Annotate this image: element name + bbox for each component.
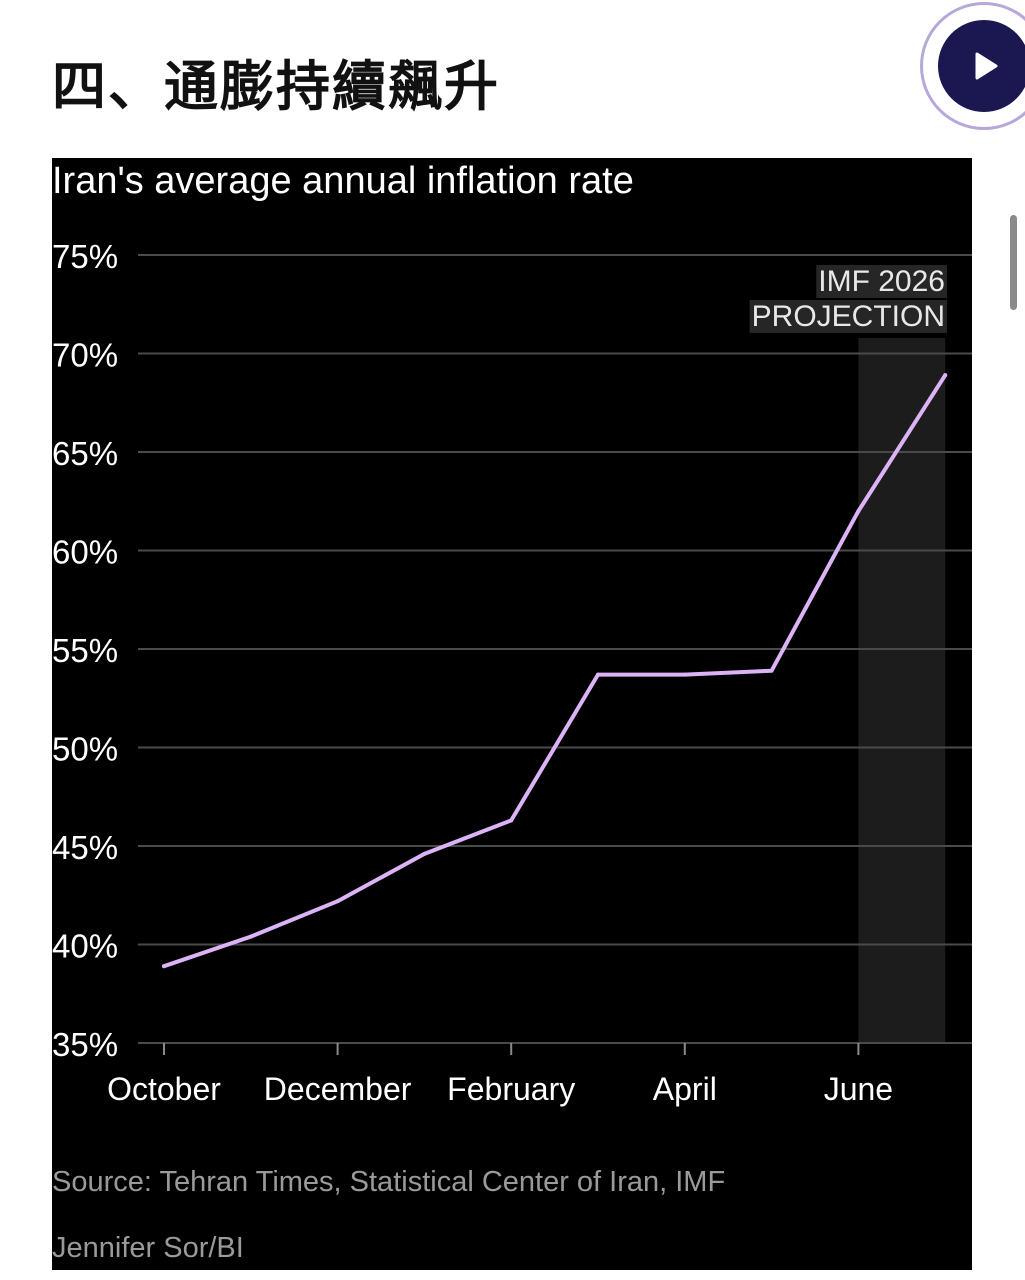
data-point	[248, 934, 253, 939]
source-note: Source: Tehran Times, Statistical Center…	[52, 1166, 726, 1198]
data-point	[596, 672, 600, 677]
data-point	[943, 373, 948, 378]
data-point	[856, 509, 861, 514]
projection-annotation-backing	[816, 265, 947, 298]
x-tick-label: December	[264, 1071, 412, 1107]
y-tick-label: 35%	[52, 1026, 118, 1063]
chart-title: Iran's average annual inflation rate	[52, 160, 634, 202]
x-tick-label: June	[824, 1071, 893, 1107]
play-icon	[975, 52, 998, 80]
chart-card: 35% 40% 45% 50% 55% 60% 65% 70% 75% October Decem…	[52, 158, 972, 1270]
y-tick-label: 65%	[52, 435, 118, 472]
scrollbar[interactable]	[1010, 215, 1017, 310]
data-point	[162, 964, 166, 969]
x-tick-label: April	[653, 1071, 717, 1107]
projection-annotation-backing	[749, 300, 947, 333]
projection-annotation-line: PROJECTION	[752, 300, 945, 333]
play-button[interactable]	[920, 2, 1025, 130]
y-tick-label: 40%	[52, 928, 118, 965]
section-heading: 四、通膨持續飆升	[52, 55, 500, 118]
play-button-core[interactable]	[938, 20, 1025, 112]
y-tick-label: 45%	[52, 829, 118, 866]
data-point	[422, 851, 427, 856]
y-tick-label: 55%	[52, 632, 118, 669]
line-chart: 35% 40% 45% 50% 55% 60% 65% 70% 75% October Decem…	[52, 238, 972, 1107]
y-tick-label: 60%	[52, 534, 118, 571]
y-tick-label: 75%	[52, 238, 118, 275]
author-credit: Jennifer Sor/BI	[52, 1232, 244, 1264]
projection-band	[858, 338, 946, 1043]
y-tick-label: 50%	[52, 731, 118, 768]
x-tick-label: October	[107, 1071, 221, 1107]
data-point	[769, 668, 774, 673]
projection-annotation-line: IMF 2026	[818, 265, 945, 298]
data-point	[509, 818, 514, 823]
inflation-series-line	[162, 373, 948, 969]
data-point	[335, 899, 340, 904]
x-tick-label: February	[447, 1071, 575, 1107]
y-tick-label: 70%	[52, 337, 118, 374]
data-point	[682, 672, 687, 677]
